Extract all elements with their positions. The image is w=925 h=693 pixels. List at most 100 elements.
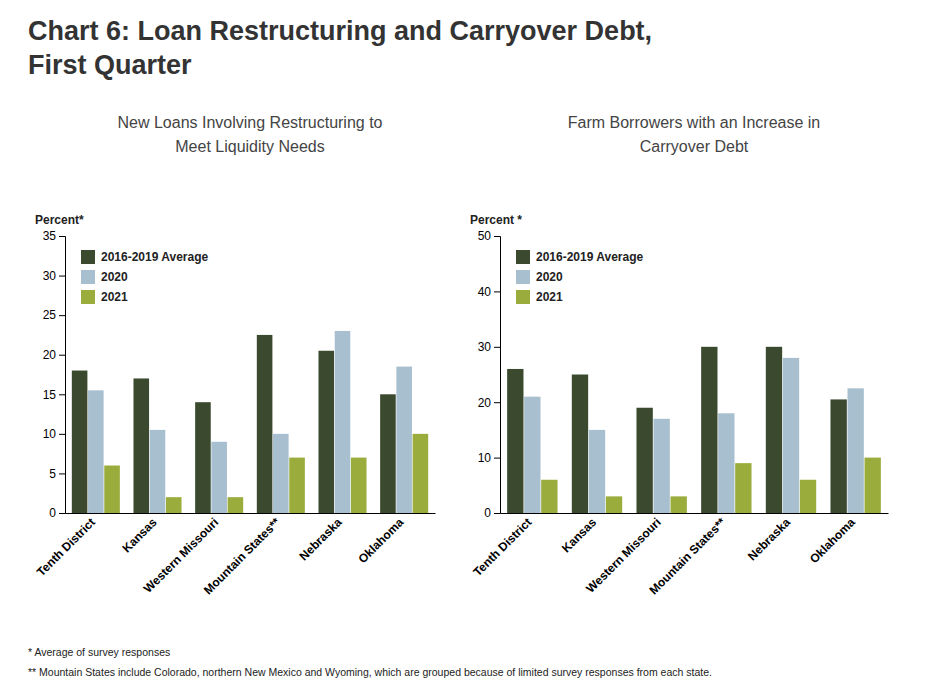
bar <box>318 351 334 513</box>
tick-label: 15 <box>43 388 57 402</box>
bar <box>653 419 669 513</box>
chart-container: Chart 6: Loan Restructuring and Carryove… <box>0 0 925 693</box>
bar <box>150 430 166 513</box>
bar <box>88 390 104 513</box>
bar-series <box>104 434 428 513</box>
subtitle-line: Carryover Debt <box>640 138 749 155</box>
footnote: ** Mountain States include Colorado, nor… <box>28 666 712 678</box>
tick: 25 <box>43 308 65 322</box>
bar <box>783 358 799 513</box>
legend-item: 2021 <box>81 290 128 304</box>
bar <box>766 347 782 513</box>
legend-swatch <box>516 270 530 284</box>
bar <box>211 442 227 513</box>
subtitle: New Loans Involving Restructuring toMeet… <box>117 114 382 155</box>
tick-mark <box>494 513 500 514</box>
legend-swatch <box>81 270 95 284</box>
tick-label: 10 <box>478 451 492 465</box>
bar <box>195 402 211 513</box>
tick-label: 20 <box>43 348 57 362</box>
subtitle: Farm Borrowers with an Increase in Carryo… <box>568 114 821 155</box>
tick-label: 0 <box>484 506 491 520</box>
tick-label: Oklahoma <box>807 515 858 566</box>
title-line: Chart 6: Loan Restructuring and Carryove… <box>28 16 652 46</box>
tick-label: 30 <box>43 269 57 283</box>
tick: Mountain States** <box>201 515 283 597</box>
x-axis: Tenth DistrictKansasWestern MissouriMoun… <box>470 514 888 598</box>
axis-line <box>66 513 436 514</box>
axis-line <box>494 237 501 514</box>
chart-panel: New Loans Involving Restructuring toMeet… <box>34 114 436 597</box>
bar <box>396 367 412 513</box>
legend-swatch <box>516 290 530 304</box>
y-axis: 01020304050 <box>478 229 501 520</box>
tick-mark <box>59 434 65 435</box>
tick-label: Mountain States** <box>201 515 283 597</box>
tick: Nebraska <box>297 515 345 563</box>
bar <box>572 375 588 514</box>
tick: 20 <box>478 396 500 410</box>
bar <box>228 497 244 513</box>
legend-background <box>510 244 660 312</box>
tick-label: 5 <box>49 467 56 481</box>
chart-panel: Farm Borrowers with an Increase in Carryo… <box>470 114 889 597</box>
tick: 50 <box>478 229 500 243</box>
tick: 15 <box>43 388 65 402</box>
subtitle-line: Farm Borrowers with an Increase in <box>568 114 821 131</box>
tick: Oklahoma <box>355 515 406 566</box>
bar <box>735 463 751 513</box>
tick-label: Tenth District <box>470 515 534 579</box>
bar <box>507 369 523 513</box>
tick-mark <box>59 276 65 277</box>
tick: 30 <box>478 340 500 354</box>
bar <box>718 413 734 513</box>
tick-label: Nebraska <box>745 515 793 563</box>
tick-mark <box>59 394 65 395</box>
bar <box>413 434 429 513</box>
title-line: First Quarter <box>28 50 192 80</box>
legend-item: 2016-2019 Average <box>81 250 209 264</box>
bars <box>72 331 428 513</box>
title: Chart 6: Loan Restructuring and Carryove… <box>28 16 652 80</box>
tick-label: 25 <box>43 308 57 322</box>
legend: 2016-2019 Average 2020 2021 <box>75 244 225 312</box>
bar <box>351 458 367 513</box>
tick: 0 <box>484 506 500 520</box>
tick-label: 0 <box>49 506 56 520</box>
chart-svg: Chart 6: Loan Restructuring and Carryove… <box>0 0 925 693</box>
legend-item: 2016-2019 Average <box>516 250 644 264</box>
tick-label: Tenth District <box>34 515 98 579</box>
bar <box>273 434 289 513</box>
bar-series <box>507 347 847 513</box>
legend-swatch <box>516 250 530 264</box>
legend-label: 2020 <box>101 270 128 284</box>
bar <box>166 497 182 513</box>
legend-background <box>75 244 225 312</box>
tick: Mountain States** <box>646 515 728 597</box>
tick-mark <box>494 291 500 292</box>
y-axis-title: Percent * <box>470 213 522 227</box>
bar <box>335 331 351 513</box>
bar <box>541 480 557 513</box>
bar <box>830 399 846 513</box>
tick: 10 <box>43 427 65 441</box>
tick-mark <box>59 473 65 474</box>
bar-series <box>88 331 412 513</box>
bar <box>636 408 652 513</box>
tick: 0 <box>49 506 65 520</box>
axis-line <box>59 237 66 514</box>
footnote: * Average of survey responses <box>28 646 170 658</box>
tick-label: Kansas <box>559 515 599 555</box>
tick-label: Kansas <box>120 515 160 555</box>
legend-swatch <box>81 290 95 304</box>
bar <box>865 458 881 513</box>
bars <box>507 347 881 513</box>
bar <box>380 394 396 513</box>
tick: 30 <box>43 269 65 283</box>
bar <box>800 480 816 513</box>
tick: 5 <box>49 467 65 481</box>
legend-item: 2020 <box>81 270 128 284</box>
tick-mark <box>494 402 500 403</box>
tick-label: 20 <box>478 396 492 410</box>
bar <box>72 371 88 513</box>
